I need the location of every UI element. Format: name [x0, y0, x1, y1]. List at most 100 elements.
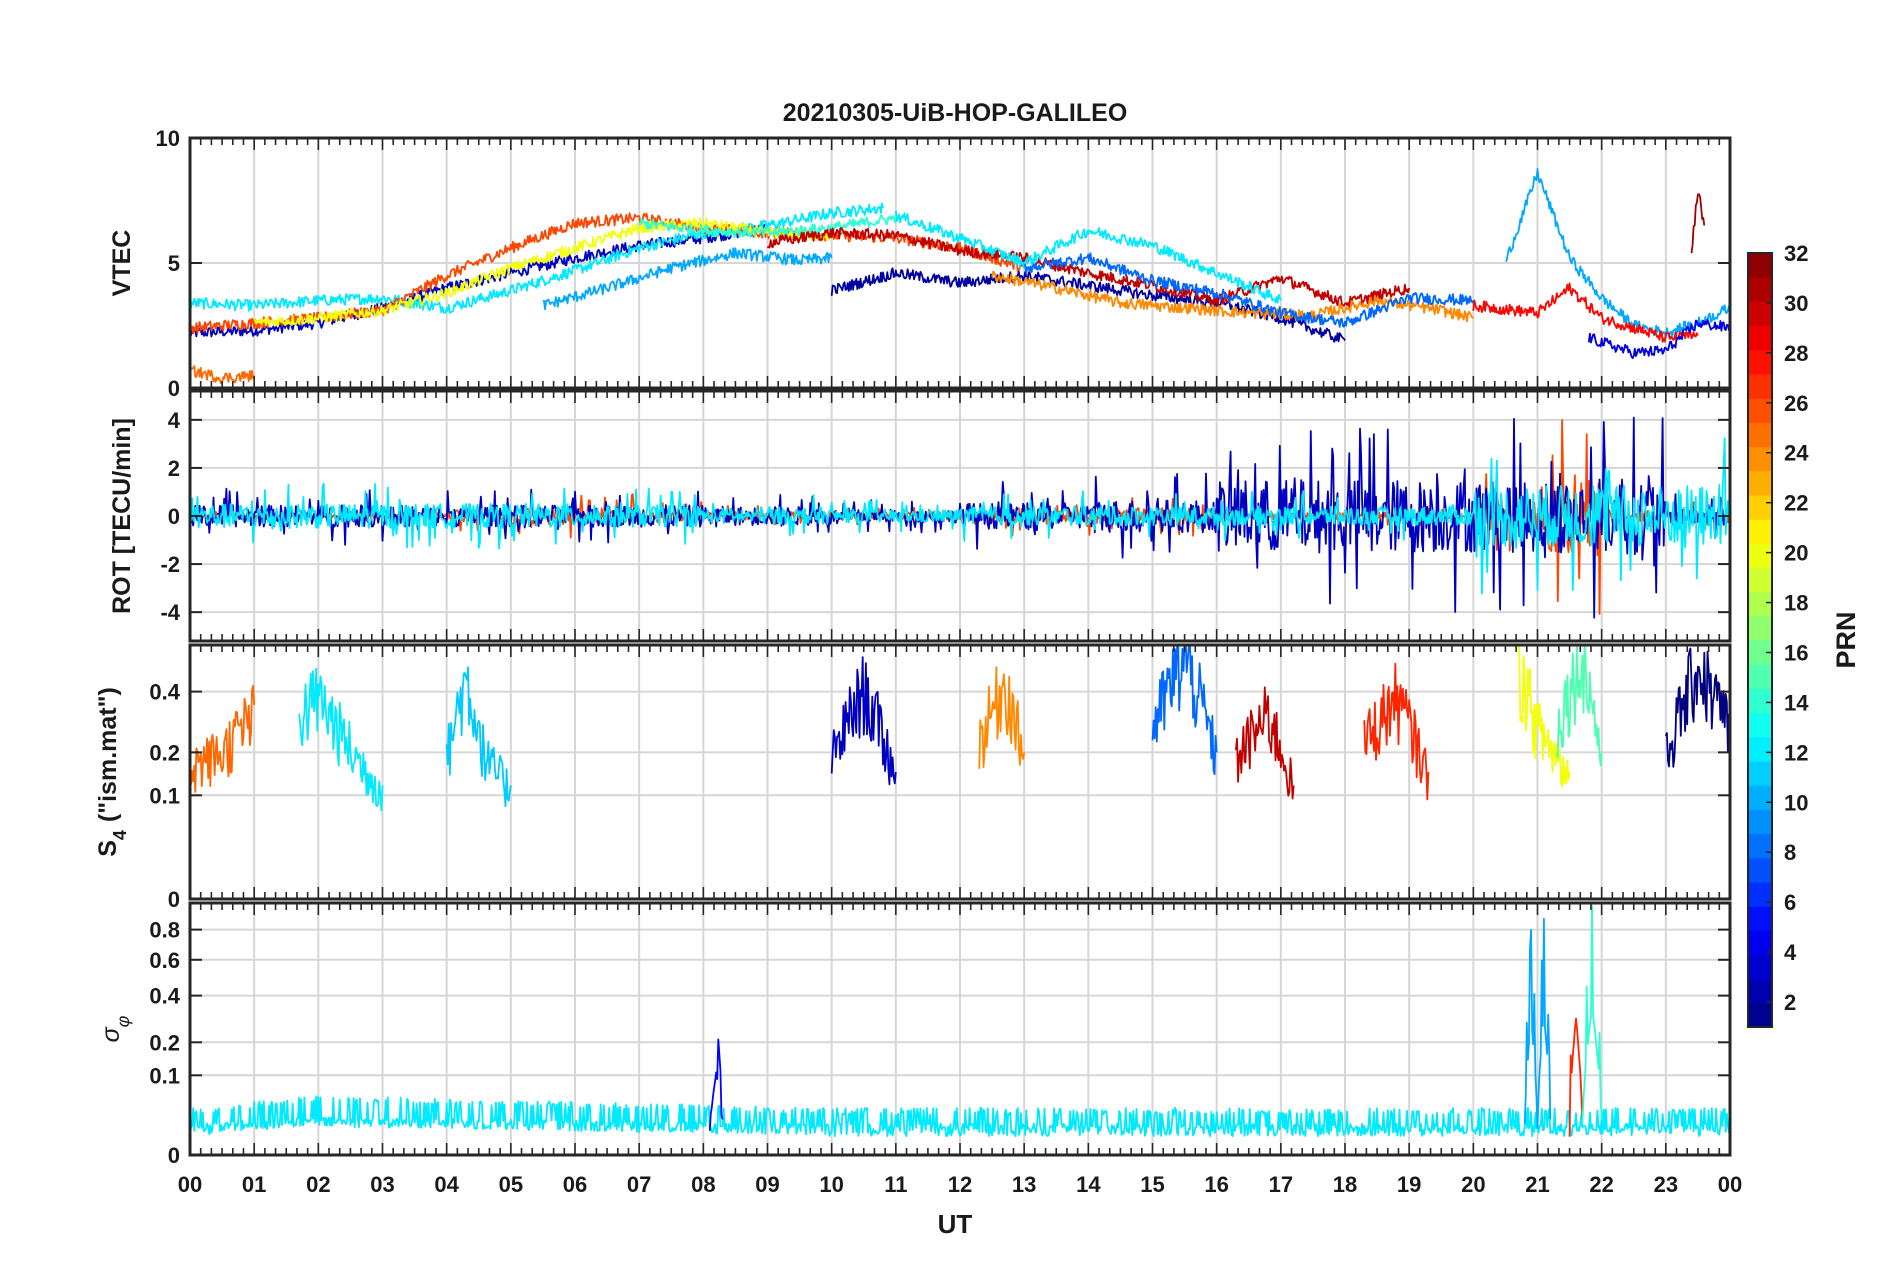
series-line-prn-10 [1523, 917, 1552, 1129]
colorbar-swatch [1748, 422, 1772, 448]
colorbar-label: PRN [1831, 611, 1861, 668]
colorbar-swatch [1748, 785, 1772, 810]
colorbar-tick-label: 24 [1784, 441, 1809, 466]
x-tick-label: 20 [1461, 1172, 1485, 1197]
colorbar-tick-label: 14 [1784, 690, 1809, 715]
panel-sigma: 0 0.1 0.2 0.4 0.6 0.8 σφ [97, 901, 1732, 1168]
x-tick-label: 21 [1525, 1172, 1549, 1197]
colorbar-tick-label: 12 [1784, 740, 1808, 765]
x-tick-label: 01 [242, 1172, 266, 1197]
grid-vtec [189, 137, 1731, 389]
colorbar-tick-label: 10 [1784, 790, 1808, 815]
x-tick-label: 06 [563, 1172, 587, 1197]
x-tick-label: 12 [948, 1172, 972, 1197]
series-line-prn-4 [1587, 318, 1730, 360]
colorbar-swatch [1748, 712, 1772, 738]
series-line-prn-27 [1363, 662, 1430, 801]
series-line-prn-26 [190, 212, 1026, 335]
colorbar-swatch [1748, 736, 1772, 762]
colorbar-swatch [1748, 373, 1772, 399]
colorbar-swatch [1748, 591, 1772, 617]
panel-rot: -4 -2 0 2 4 ROT [TECU/min] [108, 389, 1732, 643]
x-tick-label: 18 [1333, 1172, 1357, 1197]
colorbar-swatch [1748, 301, 1772, 327]
x-ticks-s4 [189, 645, 1731, 899]
x-tick-label: 16 [1204, 1172, 1228, 1197]
colorbar-tick-label: 4 [1784, 940, 1797, 965]
colorbar-swatch [1748, 978, 1772, 1004]
series-line-prn-5 [708, 1038, 724, 1131]
y-tick-label-vtec: 10 [156, 126, 180, 151]
series-line-prn-14 [638, 214, 897, 239]
chart-title: 20210305-UiB-HOP-GALILEO [783, 99, 1128, 127]
colorbar-tick-label: 32 [1784, 241, 1808, 266]
colorbar-swatch [1748, 615, 1772, 641]
grid-s4 [189, 645, 1731, 900]
grid-sigma [189, 903, 1731, 1156]
colorbar-swatch [1748, 567, 1772, 593]
series-line-prn-25 [190, 365, 256, 385]
x-tick-label: 00 [1718, 1172, 1742, 1197]
series-line-prn-20 [1517, 645, 1571, 788]
y-tick-label-sigma: 0.6 [149, 948, 180, 973]
colorbar-swatch [1748, 809, 1772, 835]
series-group-s4 [190, 645, 1730, 812]
colorbar-swatch [1748, 1002, 1772, 1028]
colorbar-swatch [1748, 930, 1772, 956]
colorbar-tick-label: 16 [1784, 640, 1808, 665]
colorbar-swatch [1748, 833, 1772, 859]
y-axis-label-rot: ROT [TECU/min] [108, 418, 136, 614]
x-tick-label: 00 [178, 1172, 202, 1197]
y-tick-label-rot: -4 [160, 600, 180, 625]
series-line-prn-30 [1235, 686, 1295, 800]
series-line-prn-30 [766, 226, 1411, 308]
y-axis-label-vtec: VTEC [108, 230, 136, 297]
y-tick-label-vtec: 0 [168, 376, 180, 401]
y-tick-label-s4: 0.1 [149, 783, 180, 808]
y-tick-label-rot: 2 [168, 456, 180, 481]
series-line-prn-12 [190, 1095, 1730, 1138]
series-line-prn-12 [298, 667, 384, 812]
y-tick-label-rot: 4 [168, 408, 181, 433]
series-line-prn-8 [1023, 252, 1475, 328]
series-line-prn-28 [1472, 282, 1699, 343]
x-tick-label: 02 [306, 1172, 330, 1197]
x-tick-label: 23 [1654, 1172, 1678, 1197]
colorbar-swatch [1748, 881, 1772, 907]
series-line-prn-27 [1568, 1017, 1584, 1137]
colorbar-swatch [1748, 494, 1772, 520]
colorbar-tick-label: 18 [1784, 591, 1808, 616]
colorbar-swatch [1748, 398, 1772, 423]
x-tick-label: 19 [1397, 1172, 1421, 1197]
colorbar-swatch [1748, 906, 1772, 931]
x-tick-label: 11 [884, 1172, 907, 1197]
colorbar-tick-label: 26 [1784, 391, 1808, 416]
x-tick-label: 14 [1076, 1172, 1101, 1197]
colorbar-tick-label: 28 [1784, 341, 1808, 366]
x-axis-label: UT [938, 1209, 973, 1239]
x-tick-label: 03 [370, 1172, 394, 1197]
series-line-prn-12 [190, 437, 1730, 595]
y-tick-label-s4: 0.4 [149, 680, 180, 705]
colorbar-swatch [1748, 519, 1772, 544]
colorbar-tick-label: 30 [1784, 291, 1808, 316]
series-line-prn-2 [830, 267, 1346, 343]
colorbar-swatch [1748, 857, 1772, 883]
series-line-prn-1 [1664, 647, 1730, 768]
series-group-vtec [190, 168, 1730, 385]
y-tick-label-vtec: 5 [168, 251, 180, 276]
colorbar-swatch [1748, 325, 1772, 351]
series-line-prn-10 [542, 247, 833, 311]
y-tick-label-s4: 0 [168, 887, 180, 912]
colorbar-swatch [1748, 470, 1772, 496]
y-tick-label-sigma: 0.8 [149, 918, 180, 943]
series-line-prn-12 [894, 210, 1282, 304]
colorbar-frame [1747, 252, 1773, 1028]
colorbar-swatch [1748, 277, 1772, 302]
y-tick-label-sigma: 0.1 [149, 1063, 180, 1088]
series-line-prn-24 [978, 666, 1026, 769]
